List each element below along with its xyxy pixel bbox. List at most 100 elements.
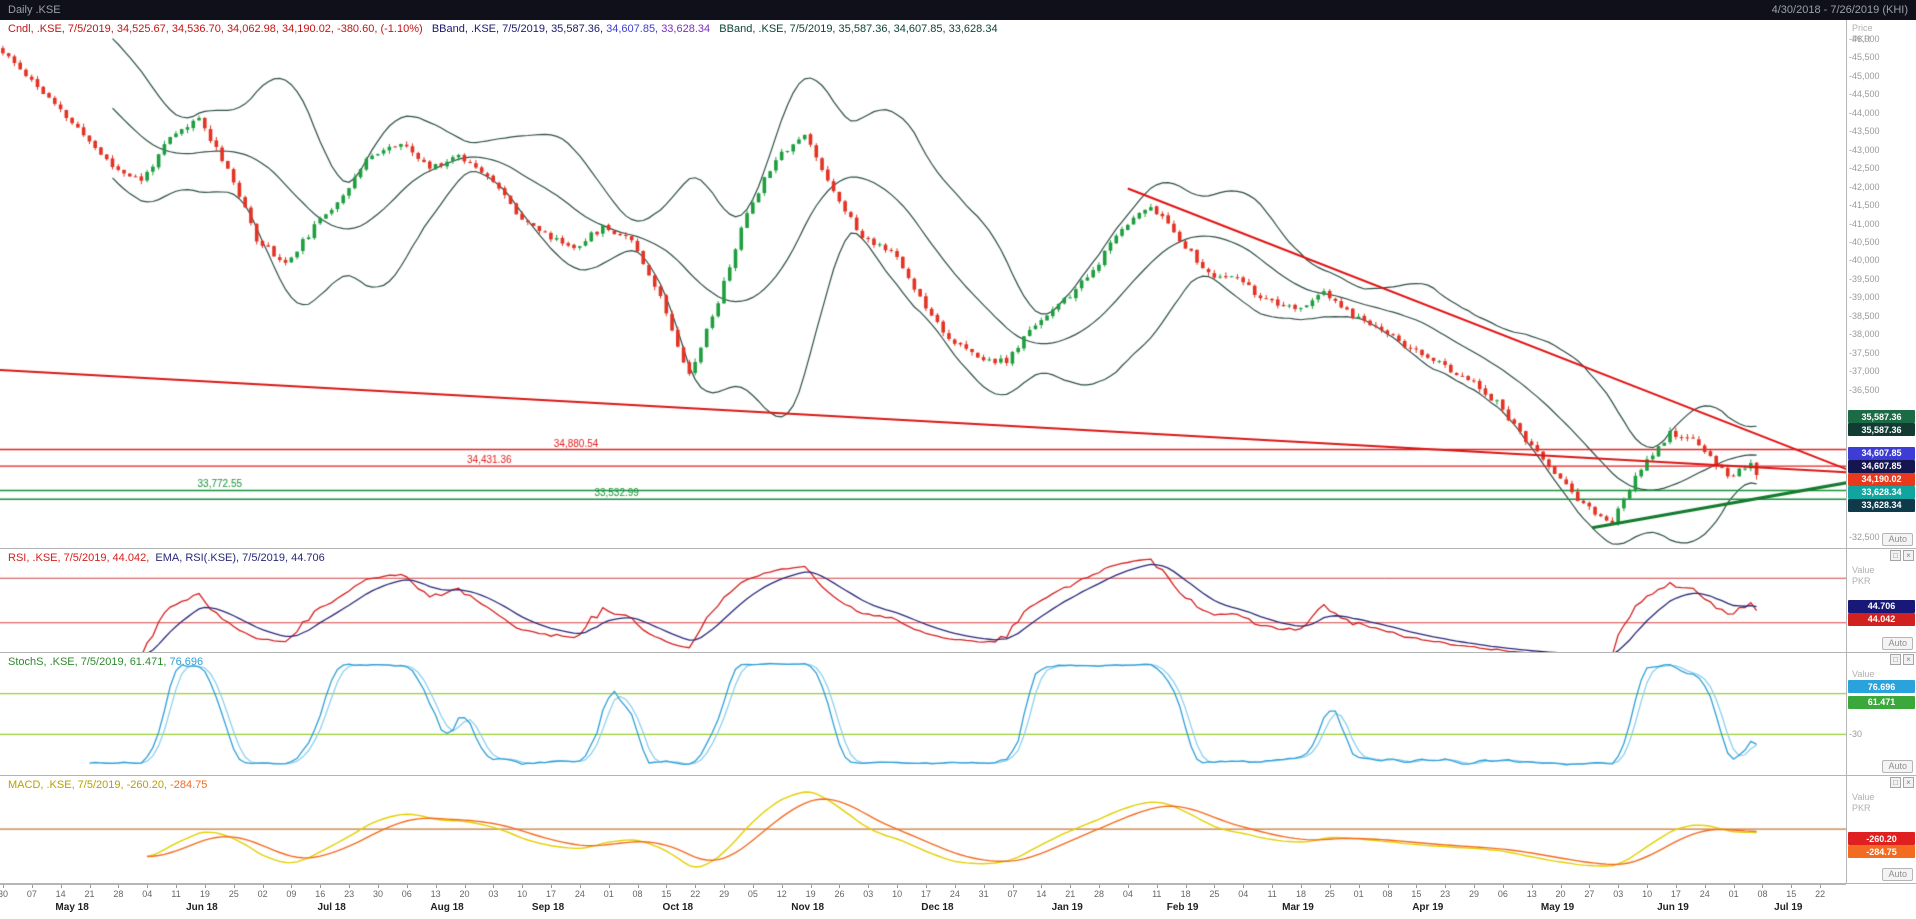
chart-date-range: 4/30/2018 - 7/26/2019 (KHI)	[1771, 4, 1908, 16]
legend-segment: Cndl, .KSE, 7/5/2019, 34,525.67, 34,536.…	[8, 23, 432, 35]
price-axis-label: -37,500	[1849, 347, 1880, 358]
date-tick-mark	[1762, 885, 1764, 888]
month-label: May 18	[55, 902, 89, 913]
auto-scale-button[interactable]: Auto	[1882, 868, 1913, 881]
date-tick-label: 22	[690, 889, 701, 899]
date-tick-label: 10	[892, 889, 903, 899]
value-flag: 35,587.36	[1848, 410, 1915, 424]
month-label: Apr 19	[1412, 902, 1444, 913]
date-tick-mark	[781, 885, 783, 888]
date-tick-label: 30	[372, 889, 383, 899]
date-tick-label: 17	[1670, 889, 1681, 899]
value-flag: 33,628.34	[1848, 498, 1915, 512]
date-tick-label: 20	[459, 889, 470, 899]
month-label: Nov 18	[791, 902, 825, 913]
price-axis[interactable]: Price PKR Auto -46,000 -45,500 -45,000 -44,…	[1846, 20, 1916, 548]
macd-value-axis[interactable]: □ × Value PKR Auto -260.20 -284.75	[1846, 776, 1916, 883]
value-flag: 76.696	[1848, 680, 1915, 694]
date-tick-mark	[1127, 885, 1129, 888]
legend-segment: 34,607.85,	[606, 23, 662, 35]
macd-panel: MACD, .KSE, 7/5/2019, -260.20, -284.75 □…	[0, 776, 1916, 884]
date-tick-mark	[1733, 885, 1735, 888]
date-tick-mark	[1012, 885, 1014, 888]
date-tick-mark	[3, 885, 4, 888]
date-tick-label: 04	[1238, 889, 1249, 899]
stochastic-chart-canvas[interactable]	[0, 653, 1846, 775]
price-axis-label: -40,000	[1849, 255, 1880, 266]
date-tick-label: 07	[26, 889, 37, 899]
main-chart-legend[interactable]: Cndl, .KSE, 7/5/2019, 34,525.67, 34,536.…	[8, 23, 998, 35]
date-tick-mark	[810, 885, 812, 888]
date-tick-mark	[839, 885, 841, 888]
macd-legend[interactable]: MACD, .KSE, 7/5/2019, -260.20, -284.75	[8, 779, 207, 791]
time-axis[interactable]: 30 07 14 21 28 04 11 19 25 02 09 16 23 30 06 13 20 03 10 17…	[0, 884, 1846, 919]
date-tick-mark	[60, 885, 62, 888]
auto-scale-button[interactable]: Auto	[1882, 760, 1913, 773]
month-label: Jul 18	[317, 902, 346, 913]
value-flag: -260.20	[1848, 832, 1915, 846]
date-tick-mark	[1416, 885, 1418, 888]
date-tick-label: 29	[1469, 889, 1480, 899]
auto-scale-button[interactable]: Auto	[1882, 533, 1913, 546]
date-tick-label: 18	[1180, 889, 1191, 899]
date-tick-mark	[551, 885, 553, 888]
auto-scale-button[interactable]: Auto	[1882, 637, 1913, 650]
rsi-legend[interactable]: RSI, .KSE, 7/5/2019, 44.042, EMA, RSI(.K…	[8, 552, 325, 564]
legend-segment: 33,628.34	[661, 23, 711, 35]
date-tick-mark	[1272, 885, 1274, 888]
value-flag: 61.471	[1848, 695, 1915, 709]
price-axis-label: -45,500	[1849, 52, 1880, 63]
month-label: Mar 19	[1282, 902, 1314, 913]
date-tick-mark	[897, 885, 899, 888]
date-tick-label: 03	[1613, 889, 1624, 899]
value-flag: -284.75	[1848, 845, 1915, 859]
month-label: May 19	[1540, 902, 1575, 913]
price-axis-title: Price PKR	[1852, 23, 1873, 44]
value-flag: 35,587.36	[1848, 423, 1915, 437]
month-label: Jul 19	[1774, 902, 1803, 913]
restore-icon[interactable]: □	[1890, 550, 1901, 561]
close-icon[interactable]: ×	[1903, 550, 1914, 561]
price-axis-label: -46,000	[1849, 33, 1880, 44]
chart-titlebar: Daily .KSE 4/30/2018 - 7/26/2019 (KHI)	[0, 0, 1916, 20]
date-tick-mark	[1704, 885, 1706, 888]
value-flag: 34,607.85	[1848, 446, 1915, 460]
close-icon[interactable]: ×	[1903, 654, 1914, 665]
date-tick-label: 09	[286, 889, 297, 899]
macd-chart-canvas[interactable]	[0, 776, 1846, 883]
date-tick-mark	[176, 885, 178, 888]
price-axis-label: -39,000	[1849, 292, 1880, 303]
date-tick-label: 08	[1757, 889, 1768, 899]
date-tick-label: 20	[1555, 889, 1566, 899]
price-axis-label: -41,000	[1849, 218, 1880, 229]
date-tick-label: 06	[1497, 889, 1508, 899]
price-axis-label: -38,500	[1849, 310, 1880, 321]
date-tick-mark	[1243, 885, 1245, 888]
rsi-value-axis[interactable]: □ × Value PKR Auto 44.706 44.042	[1846, 549, 1916, 652]
date-tick-mark	[752, 885, 754, 888]
date-tick-label: 23	[1440, 889, 1451, 899]
restore-icon[interactable]: □	[1890, 654, 1901, 665]
price-chart-canvas[interactable]	[0, 20, 1846, 548]
date-tick-mark	[1560, 885, 1562, 888]
restore-icon[interactable]: □	[1890, 777, 1901, 788]
price-axis-label: -41,500	[1849, 200, 1880, 211]
date-tick-label: 19	[199, 889, 210, 899]
close-icon[interactable]: ×	[1903, 777, 1914, 788]
date-tick-mark	[1156, 885, 1158, 888]
stoch-axis-label: -30	[1849, 729, 1863, 740]
date-tick-label: 29	[719, 889, 730, 899]
date-tick-label: 08	[1382, 889, 1393, 899]
rsi-chart-canvas[interactable]	[0, 549, 1846, 652]
legend-segment: 35,587.36,	[551, 23, 607, 35]
price-axis-label: -44,000	[1849, 107, 1880, 118]
price-axis-label: -39,500	[1849, 273, 1880, 284]
price-axis-label: -32,500	[1849, 532, 1880, 543]
date-tick-mark	[1445, 885, 1447, 888]
date-tick-label: 28	[113, 889, 124, 899]
date-tick-label: 25	[1209, 889, 1220, 899]
stochastic-legend[interactable]: StochS, .KSE, 7/5/2019, 61.471, 76.696	[8, 656, 203, 668]
date-tick-mark	[349, 885, 351, 888]
legend-segment: BBand, .KSE, 7/5/2019, 35,587.36, 34,607…	[710, 23, 998, 35]
